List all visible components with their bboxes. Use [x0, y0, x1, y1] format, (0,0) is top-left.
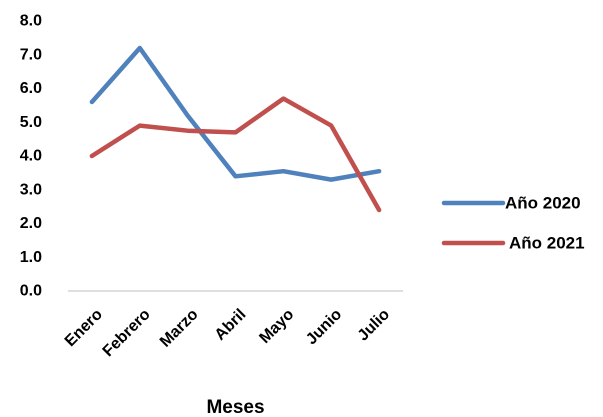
y-tick-label: 4.0: [20, 148, 42, 165]
y-tick-label: 7.0: [20, 46, 42, 63]
x-tick-label-junio: Junio: [303, 306, 345, 348]
x-axis-title: Meses: [206, 397, 264, 417]
legend-label-a-o-2021: Año 2021: [509, 234, 585, 253]
legend: Año 2020 Año 2021: [441, 194, 585, 253]
y-tick-label: 5.0: [20, 114, 42, 131]
x-tick-label-abril: Abril: [212, 306, 250, 344]
series-lines: [89, 45, 382, 213]
series-line-a-o-2021: [89, 96, 382, 213]
y-tick-label: 6.0: [20, 80, 42, 97]
y-tick-label: 8.0: [20, 13, 42, 30]
x-tick-label-marzo: Marzo: [157, 306, 202, 351]
y-tick-label: 1.0: [20, 249, 42, 266]
y-axis-tick-labels: 0.0 1.0 2.0 3.0 4.0 5.0 6.0 7.0 8.0: [20, 13, 42, 300]
y-tick-label: 3.0: [20, 181, 42, 198]
series-line-a-o-2020: [89, 45, 382, 182]
legend-label-a-o-2020: Año 2020: [505, 194, 581, 213]
y-tick-label: 2.0: [20, 215, 42, 232]
x-tick-label-febrero: Febrero: [100, 306, 154, 360]
x-tick-label-enero: Enero: [62, 306, 106, 350]
x-tick-label-mayo: Mayo: [256, 306, 297, 347]
y-tick-label: 0.0: [20, 283, 42, 300]
x-tick-label-julio: Julio: [355, 306, 394, 345]
